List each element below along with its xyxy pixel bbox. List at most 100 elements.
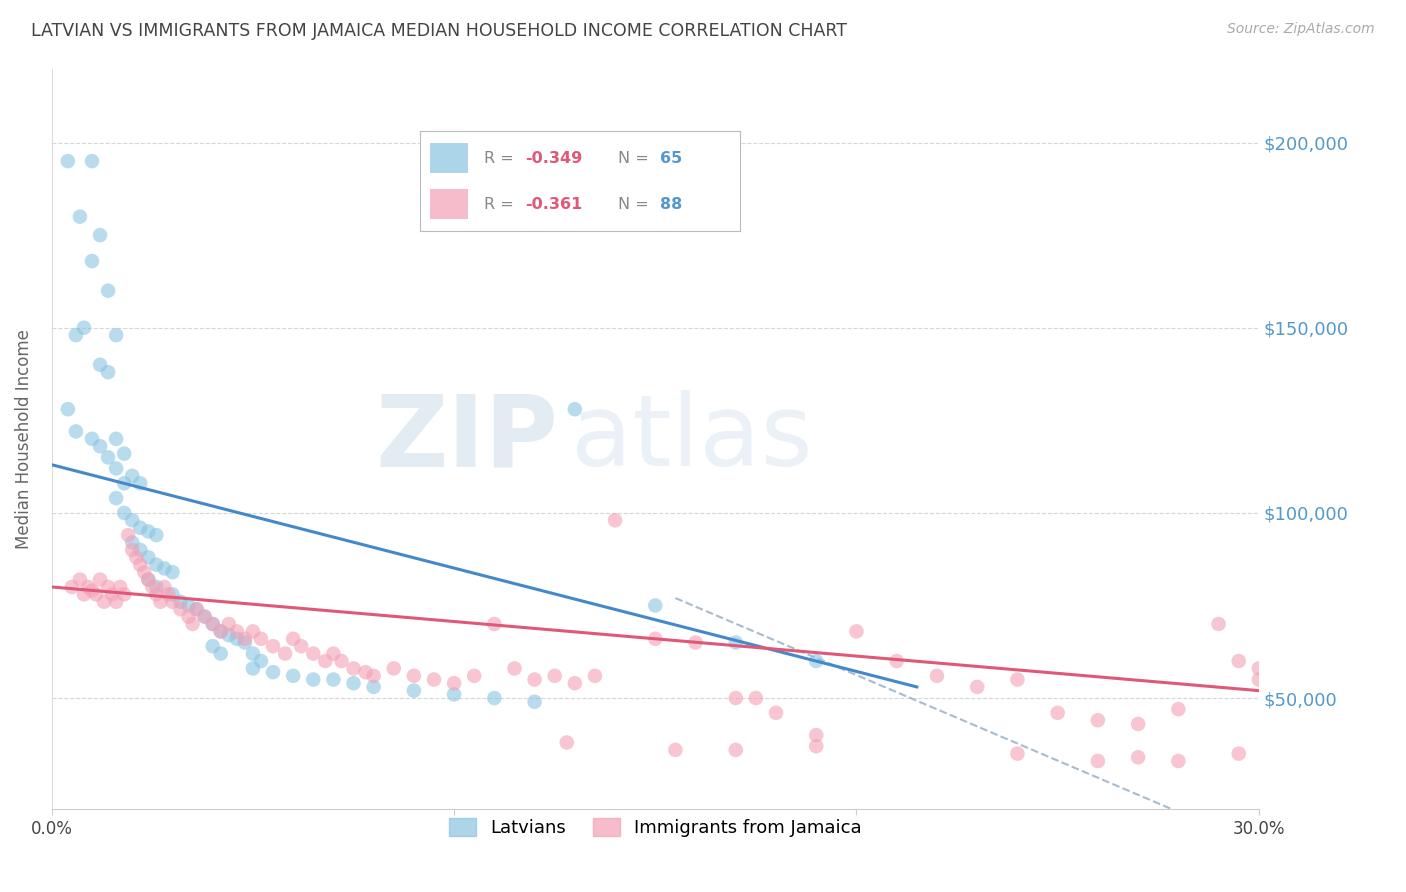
Point [201, 617, 224, 632]
Point [225, 632, 247, 646]
Point [108, 580, 131, 594]
Point [322, 673, 344, 687]
Point [402, 669, 425, 683]
Point [73, 587, 96, 601]
Point [153, 580, 176, 594]
Text: atlas: atlas [571, 391, 813, 487]
Point [225, 624, 247, 639]
Point [1087, 754, 1109, 768]
Point [89, 358, 111, 372]
Point [77, 580, 100, 594]
Point [141, 580, 163, 594]
Point [136, 573, 159, 587]
Point [274, 647, 297, 661]
Point [966, 680, 988, 694]
Point [201, 639, 224, 653]
Point [1167, 754, 1189, 768]
Point [544, 669, 567, 683]
Point [177, 609, 200, 624]
Point [121, 513, 143, 527]
Point [302, 647, 325, 661]
Point [1227, 747, 1250, 761]
Point [194, 609, 217, 624]
Point [65, 425, 87, 439]
Point [105, 432, 128, 446]
Point [105, 461, 128, 475]
Point [80, 432, 103, 446]
Point [314, 654, 336, 668]
Point [129, 558, 152, 572]
Point [93, 595, 115, 609]
Point [443, 687, 465, 701]
Point [886, 654, 908, 668]
Point [145, 587, 167, 601]
Point [97, 580, 120, 594]
Point [685, 635, 707, 649]
Y-axis label: Median Household Income: Median Household Income [15, 329, 32, 549]
Point [262, 639, 284, 653]
Point [177, 599, 200, 613]
Point [664, 743, 686, 757]
Point [162, 595, 184, 609]
Point [117, 528, 139, 542]
Point [330, 654, 353, 668]
Point [105, 595, 128, 609]
Point [363, 680, 385, 694]
Point [342, 676, 364, 690]
Point [564, 402, 586, 417]
Point [555, 735, 578, 749]
Point [162, 587, 184, 601]
Point [644, 632, 666, 646]
Point [89, 573, 111, 587]
Point [583, 669, 606, 683]
Point [136, 550, 159, 565]
Point [73, 320, 96, 334]
Point [121, 535, 143, 549]
Point [283, 632, 305, 646]
Point [402, 683, 425, 698]
Point [218, 628, 240, 642]
Legend: Latvians, Immigrants from Jamaica: Latvians, Immigrants from Jamaica [441, 811, 869, 845]
Point [149, 595, 172, 609]
Point [724, 691, 747, 706]
Text: Source: ZipAtlas.com: Source: ZipAtlas.com [1227, 22, 1375, 37]
Point [523, 695, 546, 709]
Point [201, 617, 224, 632]
Point [145, 558, 167, 572]
Point [564, 676, 586, 690]
Point [1126, 717, 1149, 731]
Point [157, 587, 180, 601]
Point [250, 632, 273, 646]
Point [484, 691, 506, 706]
Point [218, 617, 240, 632]
Text: ZIP: ZIP [375, 391, 558, 487]
Point [169, 602, 191, 616]
Point [523, 673, 546, 687]
Text: LATVIAN VS IMMIGRANTS FROM JAMAICA MEDIAN HOUSEHOLD INCOME CORRELATION CHART: LATVIAN VS IMMIGRANTS FROM JAMAICA MEDIA… [31, 22, 846, 40]
Point [845, 624, 868, 639]
Point [136, 573, 159, 587]
Point [342, 661, 364, 675]
Point [724, 743, 747, 757]
Point [89, 439, 111, 453]
Point [423, 673, 446, 687]
Point [233, 632, 256, 646]
Point [209, 624, 232, 639]
Point [186, 602, 208, 616]
Point [97, 365, 120, 379]
Point [354, 665, 377, 680]
Point [233, 635, 256, 649]
Point [105, 328, 128, 343]
Point [1208, 617, 1230, 632]
Point [89, 228, 111, 243]
Point [145, 580, 167, 594]
Point [169, 595, 191, 609]
Point [209, 624, 232, 639]
Point [484, 617, 506, 632]
Point [121, 468, 143, 483]
Point [56, 154, 79, 169]
Point [145, 528, 167, 542]
Point [644, 599, 666, 613]
Point [242, 647, 264, 661]
Point [105, 491, 128, 505]
